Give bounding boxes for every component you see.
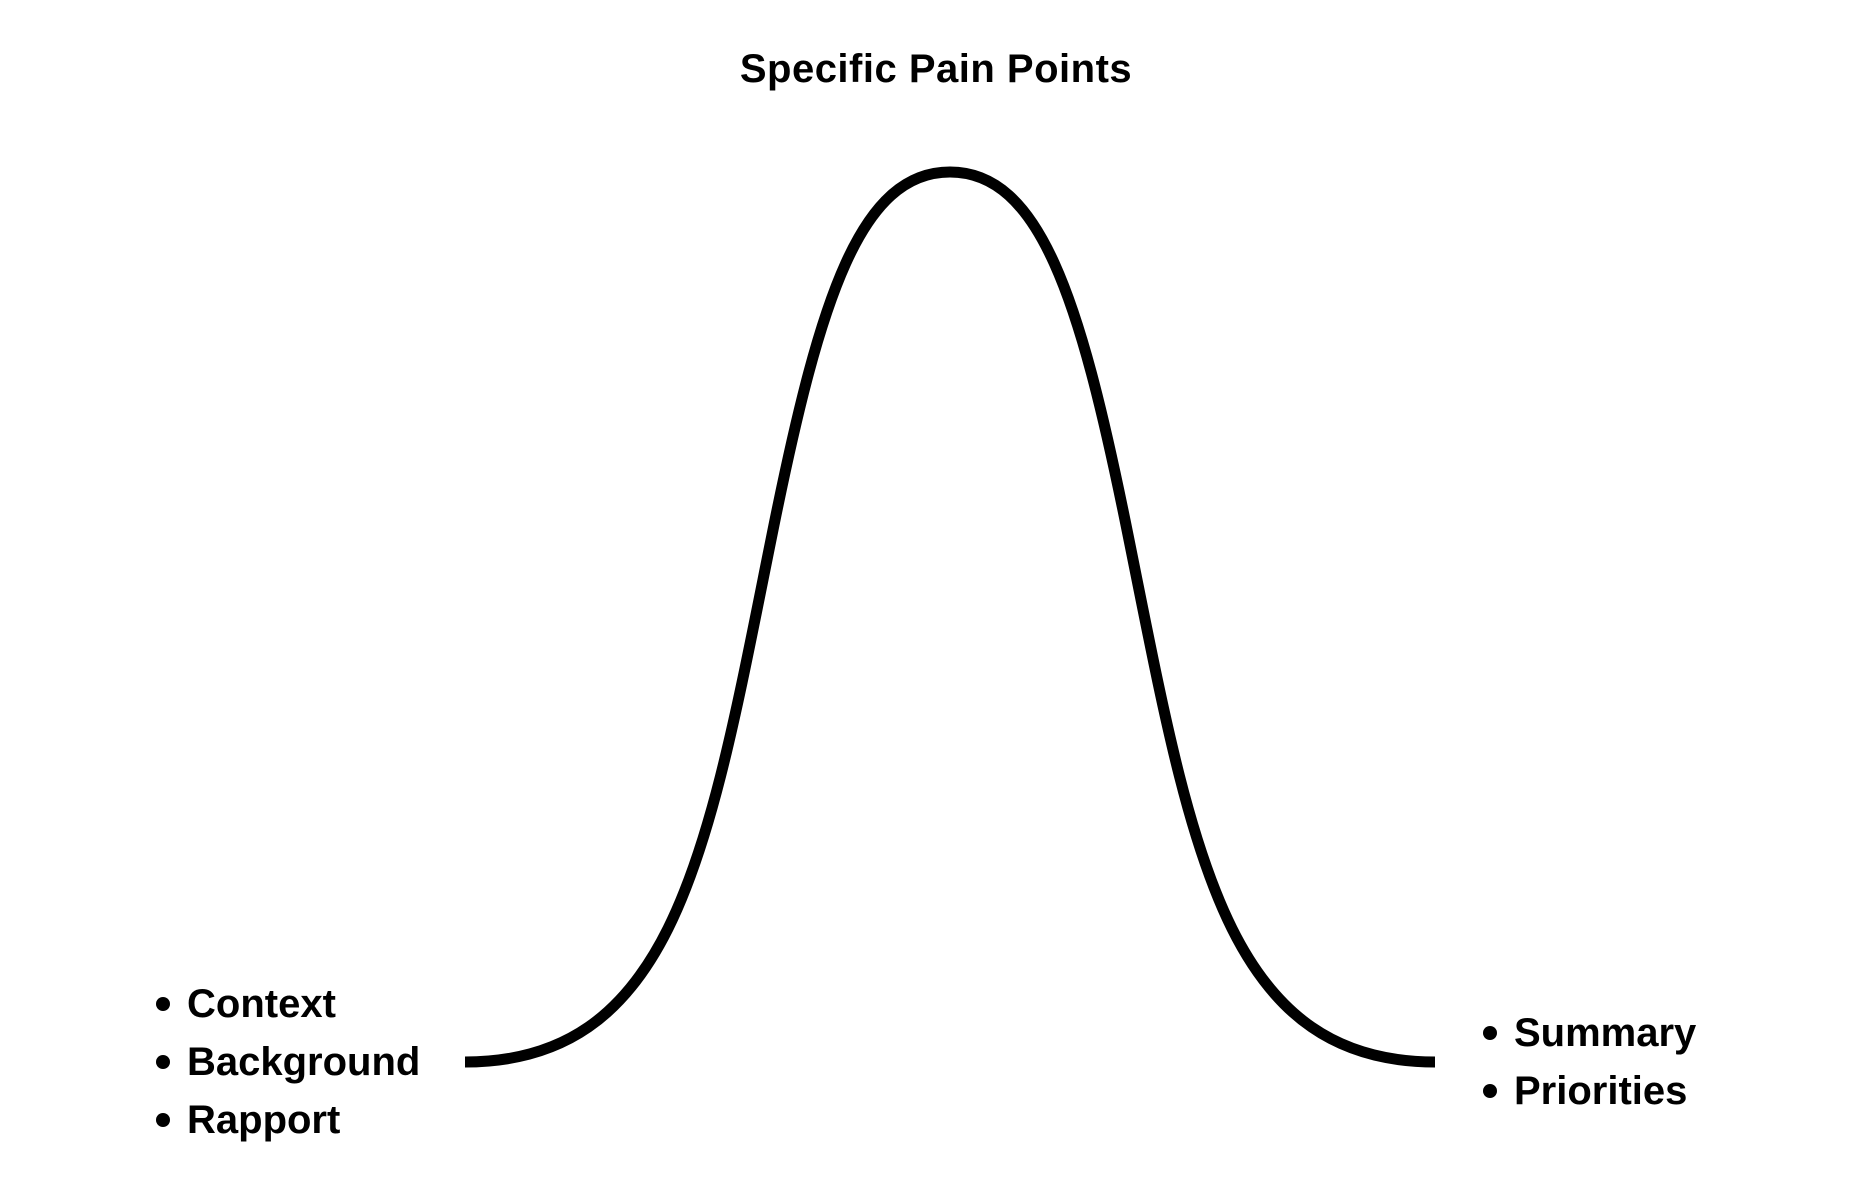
list-item: Rapport [156,1091,420,1149]
bullet-dot-icon [156,1113,170,1127]
list-item-label: Priorities [1514,1069,1688,1113]
list-item: Summary [1483,1004,1696,1062]
left-bullet-list: Context Background Rapport [156,975,420,1149]
diagram-title: Specific Pain Points [739,47,1133,91]
list-item: Background [156,1033,420,1091]
list-item-label: Rapport [187,1098,341,1142]
list-item-label: Context [187,982,336,1026]
list-item: Context [156,975,420,1033]
list-item-label: Summary [1514,1011,1697,1055]
right-bullet-list: Summary Priorities [1483,1004,1696,1120]
bullet-dot-icon [1483,1084,1497,1098]
bell-curve-line [464,166,1436,1068]
bullet-dot-icon [156,1055,170,1069]
list-item-label: Background [187,1040,421,1084]
list-item: Priorities [1483,1062,1696,1120]
bullet-dot-icon [1483,1026,1497,1040]
bullet-dot-icon [156,997,170,1011]
